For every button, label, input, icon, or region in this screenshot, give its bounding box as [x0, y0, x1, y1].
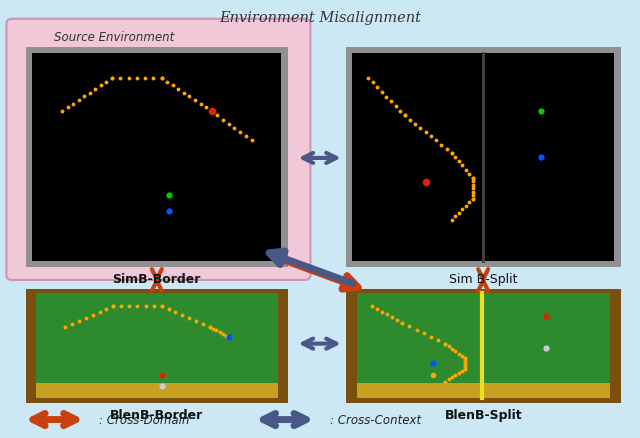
Text: Sim B-Split: Sim B-Split — [449, 272, 518, 286]
Bar — [356, 293, 610, 399]
FancyBboxPatch shape — [6, 20, 310, 280]
Bar — [26, 289, 288, 403]
Text: BlenB-Border: BlenB-Border — [110, 408, 204, 421]
Bar — [353, 53, 614, 261]
Text: SimB-Border: SimB-Border — [113, 272, 201, 286]
Bar — [26, 48, 288, 267]
Bar — [346, 289, 621, 403]
Bar — [346, 48, 621, 267]
Text: Environment Misalignment: Environment Misalignment — [219, 11, 421, 25]
Text: : Cross-Context: : Cross-Context — [330, 413, 420, 426]
Bar — [36, 383, 278, 399]
Text: Source Environment: Source Environment — [54, 31, 175, 44]
Bar — [36, 293, 278, 399]
Text: BlenB-Split: BlenB-Split — [444, 408, 522, 421]
Bar — [356, 383, 610, 399]
Bar — [32, 53, 282, 261]
Text: : Cross-Domain: : Cross-Domain — [99, 413, 189, 426]
